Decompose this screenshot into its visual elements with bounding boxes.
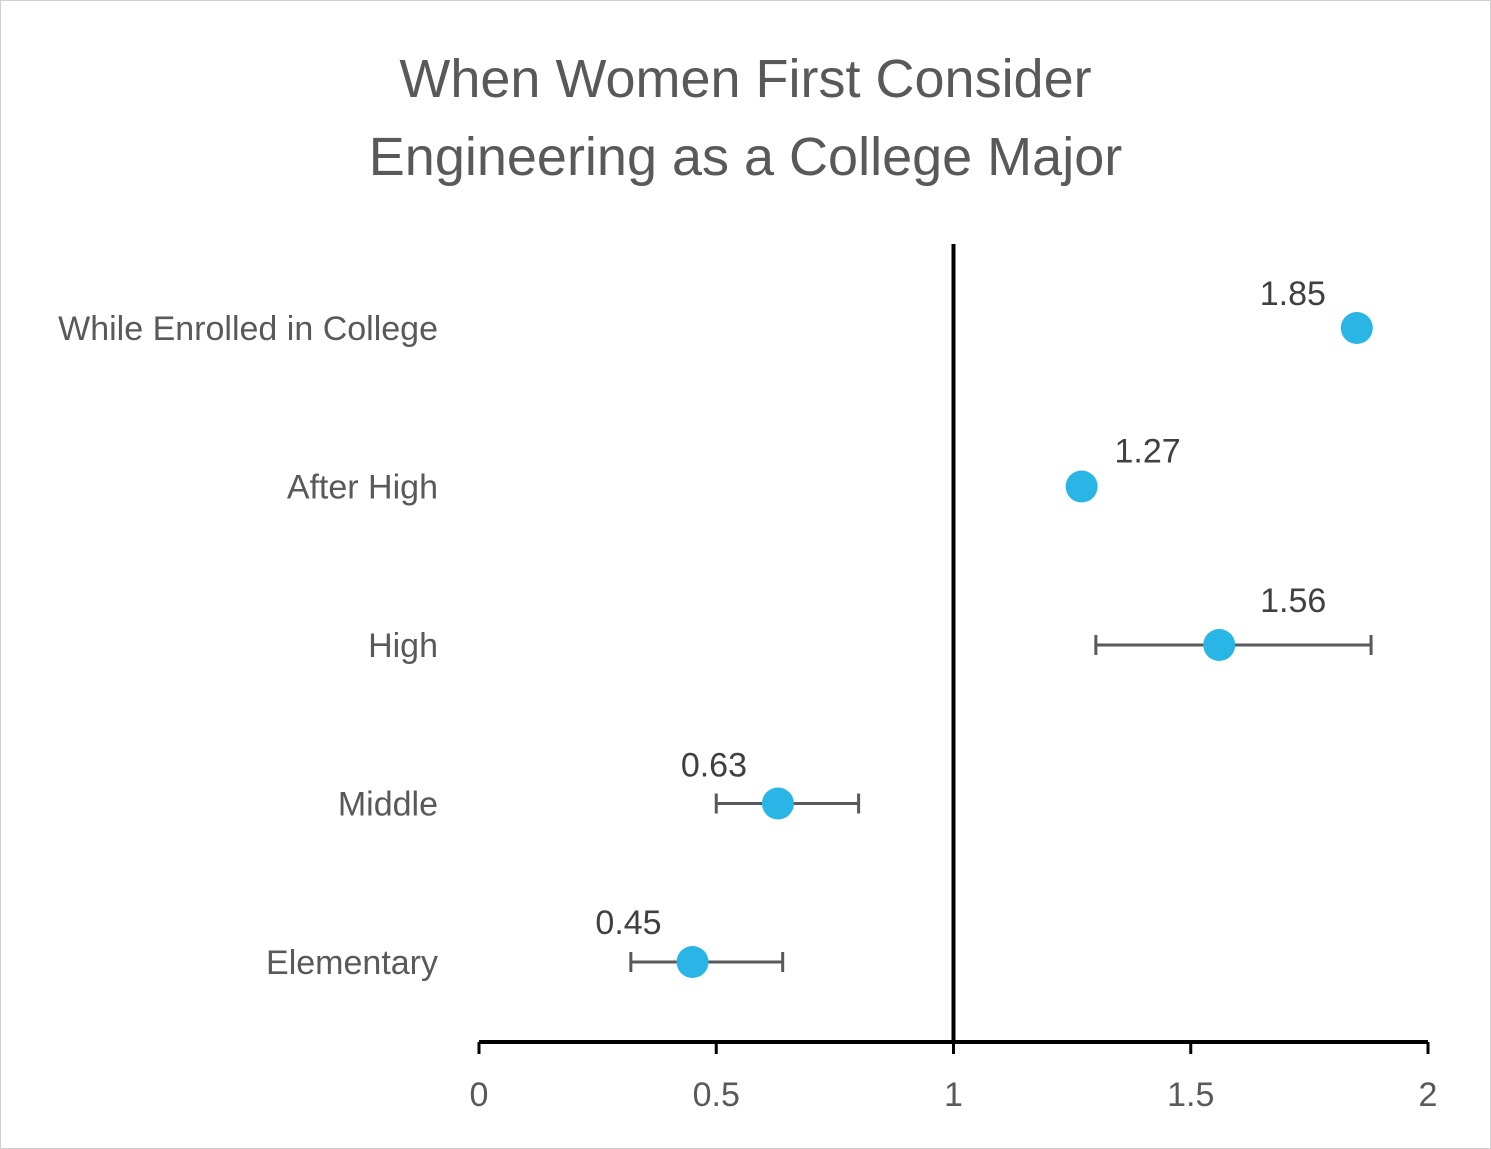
category-label: While Enrolled in College (58, 310, 438, 348)
error-bars-layer (629, 635, 1373, 972)
chart-title: When Women First Consider Engineering as… (0, 40, 1491, 196)
data-label: 1.27 (1115, 433, 1181, 471)
data-point-marker (761, 787, 794, 820)
data-point-marker (676, 946, 709, 978)
axes-layer: 0 0.5 1 1.5 2 (470, 244, 1438, 1114)
data-point-marker (1203, 629, 1236, 661)
labels-layer: While Enrolled in College After High High M… (58, 275, 1326, 982)
markers-layer (676, 312, 1373, 978)
x-tick-label: 1 (944, 1076, 963, 1114)
data-label: 1.85 (1260, 275, 1326, 313)
data-label: 0.45 (595, 904, 661, 942)
x-tick-label: 2 (1419, 1076, 1438, 1114)
category-label: After High (287, 469, 438, 507)
category-label: Middle (338, 786, 438, 824)
chart-title-line-2: Engineering as a College Major (368, 127, 1123, 187)
data-point-marker (1340, 312, 1373, 344)
x-tick-label: 0.5 (693, 1076, 740, 1114)
category-label: High (368, 627, 438, 665)
data-label: 0.63 (681, 747, 747, 785)
category-label: Elementary (266, 944, 438, 982)
data-point-marker (1065, 470, 1098, 503)
x-tick-label: 0 (470, 1076, 489, 1114)
data-label: 1.56 (1260, 582, 1326, 620)
chart-title-line-1: When Women First Consider (399, 49, 1092, 109)
x-tick-label: 1.5 (1167, 1076, 1214, 1114)
